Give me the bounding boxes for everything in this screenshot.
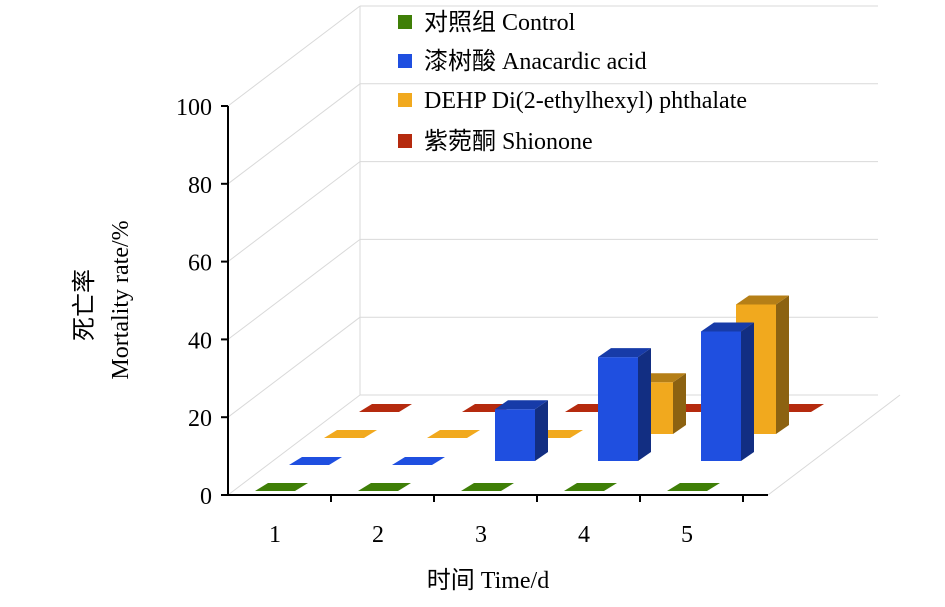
legend-label: 对照组 Control: [424, 9, 576, 36]
gridline-depth: [227, 5, 361, 107]
bar-side: [535, 400, 548, 461]
y-tick-label: 40: [188, 328, 212, 354]
bar: [461, 483, 514, 491]
y-tick-label: 100: [176, 95, 212, 121]
gridline-depth: [227, 394, 361, 496]
legend-swatch: [398, 134, 412, 148]
legend-label: 紫菀酮 Shionone: [424, 128, 593, 155]
x-tick-label: 2: [372, 522, 384, 548]
bar-side: [673, 373, 686, 434]
bar: [564, 483, 617, 491]
bar-top: [701, 322, 754, 332]
bar: [427, 430, 480, 438]
bar: [392, 457, 445, 465]
x-tick-label: 3: [475, 522, 487, 548]
bar: [358, 483, 411, 491]
x-tick-label: 1: [269, 522, 281, 548]
axes: 0 20 40 60 80 100 1 2 3 4 5: [176, 95, 768, 548]
y-tick-label: 20: [188, 406, 212, 432]
bar-top: [736, 295, 789, 305]
x-axis-title: 时间 Time/d: [427, 567, 549, 594]
bar: [289, 457, 342, 465]
bars: [255, 295, 824, 491]
legend-label: 漆树酸 Anacardic acid: [424, 48, 647, 75]
bar-top: [598, 348, 651, 358]
y-axis-title-en: Mortality rate/%: [108, 220, 134, 379]
bar-front: [495, 409, 535, 461]
legend-swatch: [398, 93, 412, 107]
bar: [495, 400, 548, 461]
gridline-depth: [227, 239, 361, 340]
legend: 对照组 Control 漆树酸 Anacardic acid DEHP Di(2-e…: [398, 9, 747, 155]
y-tick-label: 80: [188, 173, 212, 199]
gridline-depth: [227, 161, 361, 262]
bar-top: [495, 400, 548, 410]
y-tick-label: 0: [200, 484, 212, 510]
legend-label: DEHP Di(2-ethylhexyl) phthalate: [424, 88, 747, 114]
legend-swatch: [398, 15, 412, 29]
bar: [359, 404, 412, 412]
bar-side: [638, 348, 651, 461]
bar: [324, 430, 377, 438]
legend-swatch: [398, 54, 412, 68]
x-tick-label: 4: [578, 522, 590, 548]
bar-side: [776, 295, 789, 434]
bar: [255, 483, 308, 491]
bar-front: [598, 357, 638, 461]
x-tick-label: 5: [681, 522, 693, 548]
gridlines: [227, 5, 901, 496]
bar-side: [741, 322, 754, 461]
y-axis-title-cn: 死亡率: [71, 269, 98, 341]
gridline-depth: [227, 316, 361, 418]
bar: [667, 483, 720, 491]
floor-edge: [767, 394, 901, 496]
y-tick-label: 60: [188, 251, 212, 277]
bar: [598, 348, 651, 461]
bar: [701, 322, 754, 461]
gridline-depth: [227, 83, 361, 185]
bar-front: [701, 331, 741, 461]
